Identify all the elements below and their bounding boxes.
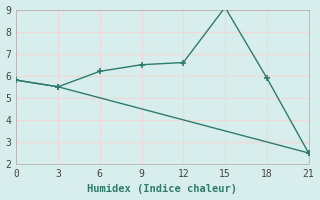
X-axis label: Humidex (Indice chaleur): Humidex (Indice chaleur) bbox=[87, 184, 237, 194]
